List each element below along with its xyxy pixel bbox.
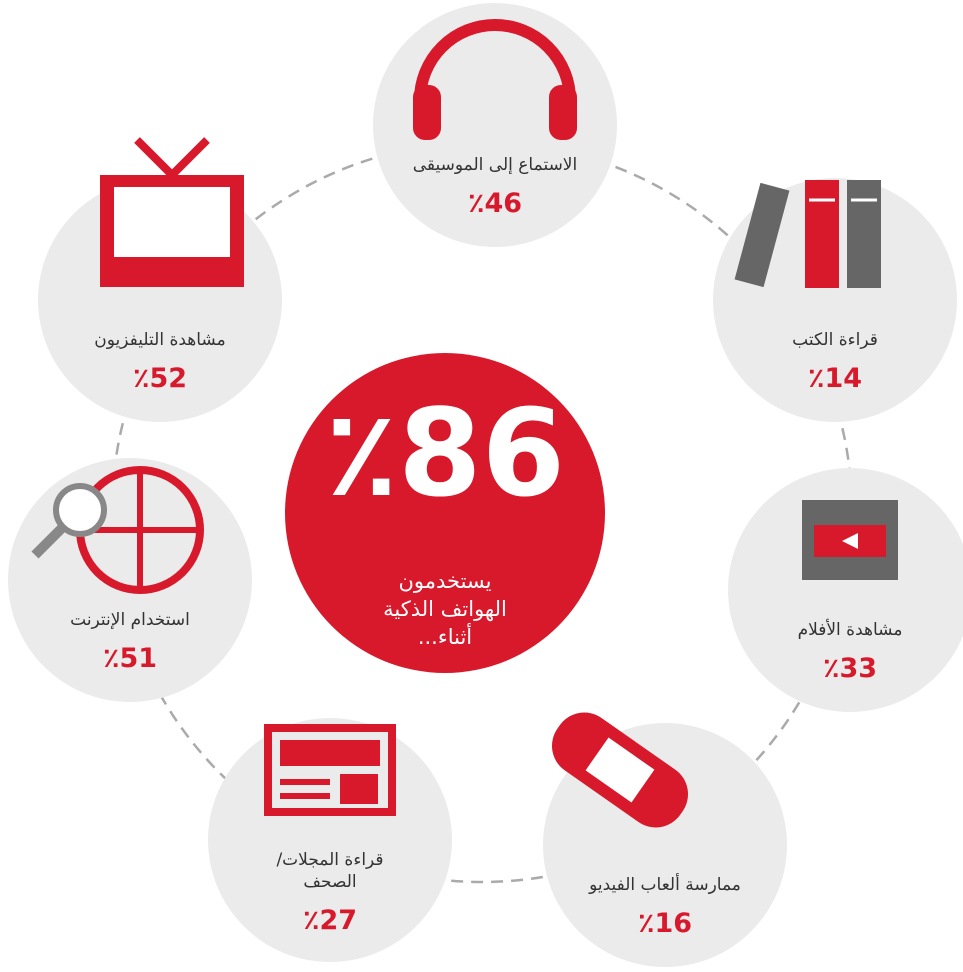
item-label: ممارسة ألعاب الفيديو — [588, 873, 741, 895]
gamepad-icon — [551, 712, 689, 828]
headphones-icon — [413, 19, 577, 140]
center-caption: أثناء... — [418, 623, 472, 649]
item-label: قراءة المجلات/ — [276, 850, 383, 870]
item-label: الصحف — [303, 872, 356, 892]
tv-icon — [100, 137, 244, 287]
item-label: مشاهدة الأفلام — [798, 619, 903, 640]
film-icon — [802, 500, 898, 580]
item-label: مشاهدة التليفزيون — [94, 330, 225, 350]
center-value: ٪86 — [325, 385, 565, 524]
center-caption: الهواتف الذكية — [383, 597, 507, 621]
icons — [31, 19, 898, 828]
news-icon — [264, 724, 396, 816]
item-value: ٪16 — [638, 908, 692, 939]
item-value: ٪33 — [823, 653, 877, 684]
item-value: ٪52 — [133, 363, 187, 394]
item-value: ٪14 — [808, 363, 862, 394]
item-label: الاستماع إلى الموسيقى — [413, 155, 577, 175]
center-circle — [285, 353, 605, 673]
item-label: قراءة الكتب — [792, 330, 878, 350]
item-value: ٪51 — [103, 643, 157, 674]
globe-icon — [31, 466, 204, 594]
item-label: استخدام الإنترنت — [70, 610, 190, 630]
center-caption: يستخدمون — [398, 569, 491, 593]
item-circle — [728, 468, 963, 712]
item-value: ٪27 — [303, 905, 357, 936]
item-value: ٪46 — [468, 188, 522, 219]
books-icon — [734, 180, 881, 288]
